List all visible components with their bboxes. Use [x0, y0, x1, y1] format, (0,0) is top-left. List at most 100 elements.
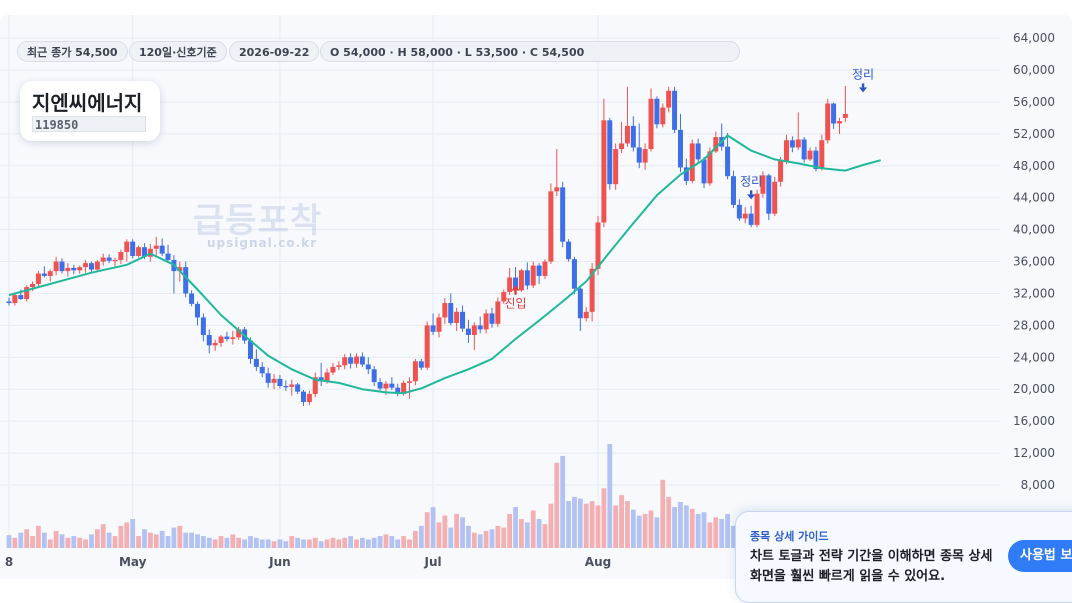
- candle: [836, 117, 842, 134]
- candlestick-chart[interactable]: 8,000 12,000 16,000 20,000 24,000 28,000 32,00…: [0, 15, 1072, 579]
- candle-body: [825, 103, 831, 141]
- volume-bar: [371, 537, 377, 548]
- volume-bar: [713, 517, 719, 548]
- volume-bar: [554, 462, 560, 548]
- candle-body: [448, 303, 454, 324]
- volume-bar: [165, 536, 171, 548]
- volume-bar: [59, 534, 65, 548]
- candle-body: [424, 325, 430, 368]
- volume-bar: [377, 536, 383, 548]
- volume-bar: [625, 501, 630, 548]
- candle: [483, 309, 489, 334]
- volume-bar: [513, 507, 518, 548]
- watermark-logo: 급등포착: [193, 201, 323, 241]
- candle-body: [407, 381, 413, 383]
- candle-body: [200, 317, 206, 335]
- volume-bar: [271, 541, 277, 548]
- candle: [348, 353, 354, 369]
- candle-body: [660, 107, 666, 125]
- volume-bar: [519, 519, 524, 548]
- candle-body: [707, 151, 713, 184]
- candle-body: [742, 213, 748, 219]
- volume-bar: [489, 529, 495, 548]
- candle: [212, 339, 218, 351]
- candle: [283, 380, 289, 391]
- candle-body: [118, 251, 124, 260]
- candle-body: [301, 391, 306, 403]
- candle-body: [518, 270, 524, 291]
- candle: [548, 183, 554, 264]
- guide-popup[interactable]: 종목 상세 가이드 차트 토글과 전략 기간을 이해하면 종목 상세 화면을 훨…: [735, 511, 1072, 603]
- moving-average-line: [8, 134, 881, 395]
- y-tick-label: 40,000: [1013, 223, 1055, 237]
- candle-body: [689, 143, 695, 181]
- exit-arrow-icon: [859, 87, 868, 93]
- candle-body: [330, 366, 336, 373]
- volume-bar: [354, 539, 359, 548]
- candle: [795, 112, 801, 150]
- y-tick-label: 64,000: [1013, 31, 1055, 45]
- chart-frame[interactable]: 8,000 12,000 16,000 20,000 24,000 28,000 32,00…: [0, 15, 1072, 579]
- volume-bar: [301, 539, 306, 548]
- volume-bar: [130, 519, 136, 548]
- volume-bar: [177, 525, 183, 548]
- candle-body: [436, 317, 442, 332]
- candle: [53, 256, 59, 276]
- candle-body: [477, 325, 483, 330]
- candle: [636, 123, 642, 169]
- candle-body: [230, 337, 236, 339]
- candle: [365, 357, 371, 375]
- exit-signal: 정리: [852, 67, 874, 93]
- candle-body: [465, 328, 471, 335]
- candle-body: [730, 176, 736, 205]
- candle: [542, 259, 548, 280]
- exit-label: 정리: [852, 67, 874, 81]
- volume-bar: [424, 512, 430, 548]
- y-tick-label: 44,000: [1013, 191, 1055, 205]
- candle: [577, 285, 583, 331]
- candle-body: [83, 263, 89, 268]
- volume-bar: [36, 525, 41, 548]
- candle: [672, 86, 678, 134]
- candle-body: [53, 261, 59, 272]
- candle: [342, 354, 348, 370]
- candle: [695, 138, 701, 164]
- candle-body: [348, 357, 354, 364]
- volume-bar: [136, 536, 141, 548]
- candle-body: [130, 241, 136, 256]
- volume-bar: [666, 496, 672, 548]
- candle: [677, 113, 683, 173]
- volume-bar: [342, 537, 348, 548]
- candle-body: [548, 191, 554, 262]
- volume-bar: [153, 534, 159, 548]
- volume-bars: [6, 444, 848, 548]
- volume-bar: [689, 508, 695, 548]
- candle: [607, 117, 613, 190]
- stock-code: 119850: [32, 116, 146, 132]
- candle-body: [766, 175, 772, 214]
- candle: [389, 377, 395, 391]
- volume-bar: [542, 524, 548, 548]
- candle-body: [560, 187, 566, 242]
- volume-bar: [89, 534, 94, 548]
- candle: [377, 378, 383, 391]
- candle: [407, 377, 413, 399]
- usage-guide-button[interactable]: 사용법 보기: [1008, 540, 1072, 572]
- candle-body: [224, 336, 230, 339]
- volume-bar: [147, 532, 153, 548]
- candle: [766, 173, 772, 221]
- candle-body: [836, 121, 842, 124]
- volume-bar: [53, 530, 59, 548]
- candle-body: [801, 139, 807, 160]
- candle-body: [136, 247, 142, 256]
- candle-body: [206, 334, 212, 346]
- candle-body: [418, 361, 424, 368]
- candle: [265, 367, 271, 388]
- candle: [112, 257, 118, 267]
- candle-body: [212, 342, 218, 346]
- candle: [77, 265, 83, 274]
- candle: [613, 143, 619, 190]
- candle-body: [259, 366, 265, 374]
- volume-bar: [265, 539, 271, 548]
- candle: [118, 249, 124, 264]
